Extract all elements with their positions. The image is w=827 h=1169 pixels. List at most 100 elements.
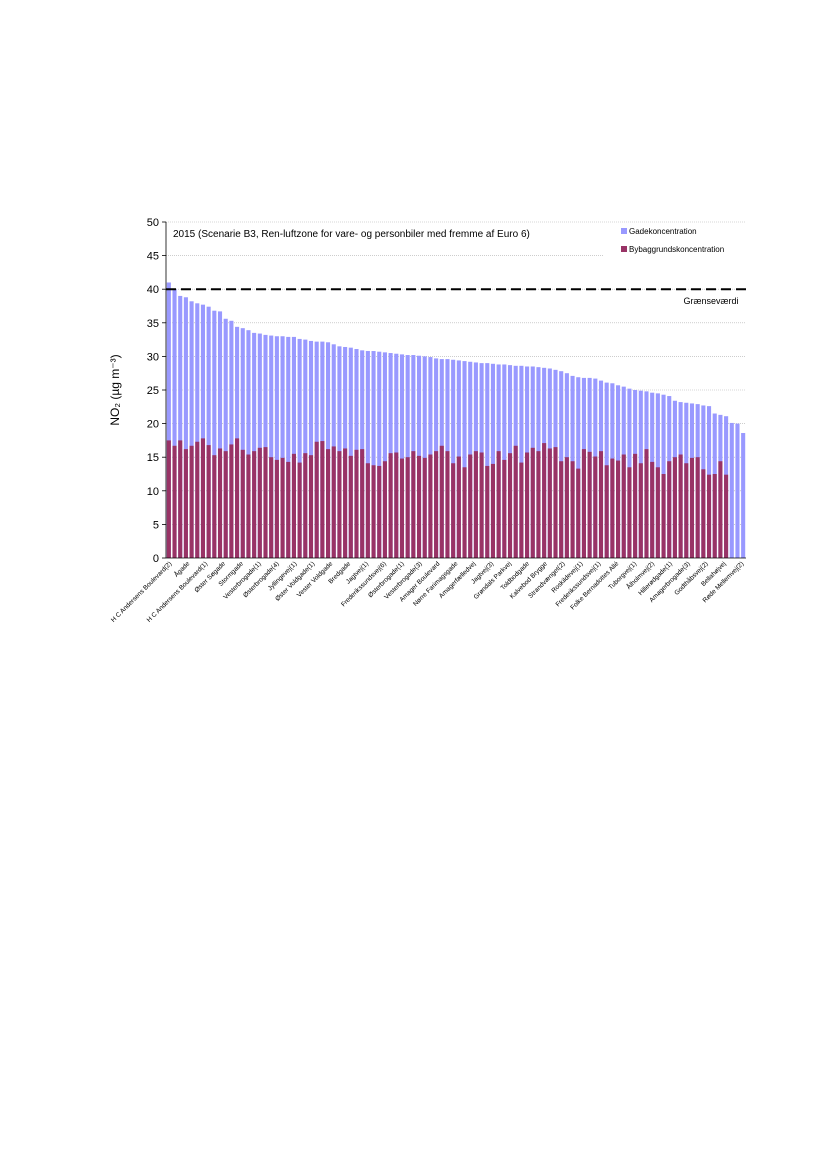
bar-street (286, 336, 291, 558)
bar-background (513, 445, 518, 558)
bar-background (695, 457, 700, 558)
bar-background (382, 461, 387, 558)
limit-label: Grænseværdi (683, 296, 738, 306)
bar-background (263, 447, 268, 558)
bar-street (519, 365, 524, 558)
bar-background (507, 453, 513, 558)
y-tick-label: 20 (147, 419, 159, 431)
bar-background (217, 448, 223, 558)
bar-street (303, 339, 308, 558)
bar-street (297, 338, 302, 558)
bar-street (490, 363, 496, 558)
bar-street (308, 340, 314, 558)
bar-background (377, 465, 382, 558)
bar-street (451, 359, 456, 558)
bar-background (439, 445, 444, 558)
bar-background (354, 449, 359, 558)
bar-street (735, 423, 740, 558)
bar-background (308, 455, 314, 558)
bar-background (621, 454, 626, 558)
bar-background (627, 467, 632, 558)
bar-background (269, 457, 274, 558)
bar-background (485, 465, 490, 558)
bar-background (331, 446, 336, 558)
bar-street (371, 351, 376, 558)
y-tick-label: 0 (153, 553, 159, 565)
bar-background (490, 463, 496, 558)
bar-background (468, 454, 473, 558)
bar-street (200, 304, 206, 558)
bar-background (650, 461, 655, 558)
bar-street (178, 295, 183, 558)
bar-background (633, 453, 638, 558)
bar-background (542, 443, 547, 558)
bar-background (326, 449, 331, 558)
bar-background (667, 461, 672, 558)
bar-background (570, 461, 575, 558)
bar-background (462, 467, 467, 558)
bar-background (604, 465, 609, 558)
bar-background (496, 451, 501, 558)
legend-swatch-background (621, 246, 627, 252)
bar-street (257, 333, 262, 558)
bar-street (252, 332, 257, 558)
y-tick-labels: 0 5 10 15 20 25 30 35 40 45 50 (147, 217, 159, 565)
y-tick-label: 40 (147, 284, 159, 296)
legend-label-background: Bybaggrundskoncentration (629, 245, 724, 254)
bar-background (360, 449, 365, 558)
bar-background (314, 441, 319, 558)
bar-background (428, 454, 433, 558)
bar-street (485, 363, 490, 558)
bar-street (462, 361, 467, 558)
bar-street (269, 335, 274, 558)
bar-background (235, 438, 240, 558)
bar-background (212, 455, 217, 558)
bar-street (729, 422, 734, 558)
bar-background (678, 454, 683, 558)
bar-street (223, 318, 228, 558)
bar-background (200, 438, 206, 558)
bar-street (189, 301, 194, 558)
bar-background (183, 449, 188, 558)
bar-street (422, 356, 427, 558)
bar-background (701, 469, 706, 558)
y-tick-label: 5 (153, 519, 159, 531)
bar-background (166, 440, 171, 558)
bar-street (240, 328, 245, 558)
bar-street (183, 297, 188, 558)
bar-background (388, 453, 393, 558)
bar-background (229, 444, 234, 558)
bar-background (598, 451, 604, 558)
bar-background (343, 448, 348, 558)
bar-street (291, 336, 296, 558)
bar-street (195, 303, 200, 558)
bar-street (576, 377, 581, 558)
bar-background (416, 455, 422, 558)
y-tick-label: 25 (147, 385, 159, 397)
bar-background (564, 457, 569, 558)
bar-background (644, 449, 649, 558)
bar-background (320, 441, 325, 558)
bar-background (172, 445, 177, 558)
bar-background (587, 451, 592, 558)
y-tick-label: 50 (147, 217, 159, 229)
bar-background (530, 447, 535, 558)
bar-background (536, 451, 541, 558)
bar-street (741, 433, 746, 558)
axes (162, 221, 746, 559)
bar-background (274, 459, 279, 558)
bar-background (178, 440, 183, 558)
bar-street (166, 282, 171, 558)
bar-background (610, 458, 615, 558)
bar-background (655, 467, 660, 558)
bar-street (229, 320, 234, 558)
bar-background (706, 474, 712, 558)
chart-title: 2015 (Scenarie B3, Ren-luftzone for vare… (173, 229, 530, 240)
bar-background (405, 457, 410, 558)
bar-background (337, 451, 342, 558)
bar-background (451, 463, 456, 558)
bar-background (365, 463, 370, 558)
bar-street (212, 310, 217, 558)
bar-background (280, 457, 285, 558)
bar-background (712, 474, 717, 558)
